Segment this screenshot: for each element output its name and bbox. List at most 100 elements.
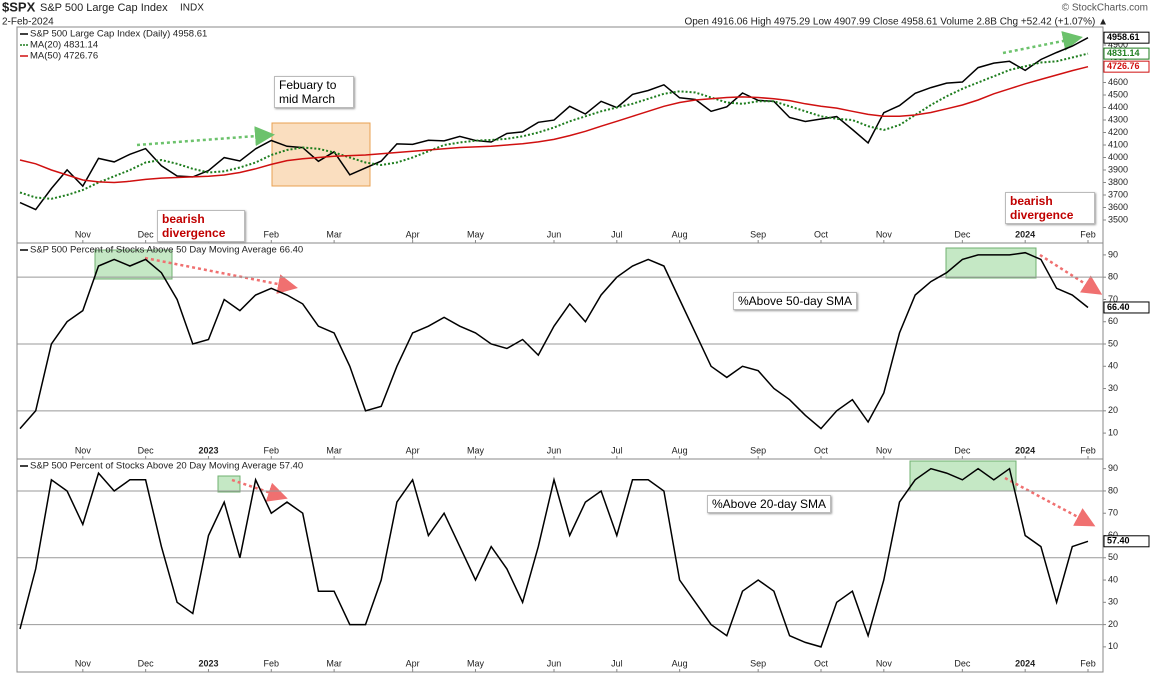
value-tag-label: 66.40: [1107, 302, 1130, 312]
legend-label: MA(50) 4726.76: [30, 51, 98, 62]
y-tick-label: 3500: [1108, 214, 1128, 224]
annotation: %Above 20-day SMA: [707, 495, 832, 513]
x-tick-label: Apr: [406, 229, 420, 239]
value-tag-label: 4958.61: [1107, 32, 1140, 42]
y-tick-label: 70: [1108, 294, 1118, 304]
value-tag-label: 4831.14: [1107, 48, 1140, 58]
series-line: [19, 65, 1089, 184]
arrow: [144, 256, 298, 294]
y-tick-label: 10: [1108, 641, 1118, 651]
y-tick-label: 4300: [1108, 114, 1128, 124]
x-tick-label: 2024: [1015, 658, 1035, 668]
x-tick-label: May: [467, 229, 485, 239]
x-tick-label: Jul: [611, 229, 623, 239]
quote: Open 4916.06 High 4975.29 Low 4907.99 Cl…: [684, 17, 1108, 28]
x-tick-label: Sep: [750, 445, 766, 455]
y-tick-label: 40: [1108, 361, 1118, 371]
arrow: [231, 478, 288, 502]
highlight: [271, 122, 371, 187]
arrow: [136, 126, 275, 147]
arrows: [136, 31, 1103, 527]
x-tick-label: Feb: [264, 229, 280, 239]
x-tick-label: Dec: [138, 658, 155, 668]
x-tick-label: Mar: [326, 229, 342, 239]
series-line: [19, 52, 1089, 200]
y-tick-label: 60: [1108, 316, 1118, 326]
y-tick-label: 30: [1108, 597, 1118, 607]
y-tick-label: 4600: [1108, 77, 1128, 87]
x-tick-label: Nov: [75, 658, 92, 668]
annotation: bearish divergence: [157, 210, 245, 242]
x-tick-label: Jul: [611, 658, 623, 668]
x-tick-label: Nov: [876, 229, 893, 239]
y-tick-label: 80: [1108, 485, 1118, 495]
x-tick-label: 2023: [198, 445, 218, 455]
x-tick-label: Oct: [814, 445, 829, 455]
y-tick-label: 80: [1108, 272, 1118, 282]
y-tick-label: 90: [1108, 249, 1118, 259]
annotation: bearish divergence: [1005, 192, 1095, 224]
x-tick-label: Aug: [672, 445, 688, 455]
x-tick-label: Feb: [264, 445, 280, 455]
x-tick-label: Mar: [326, 658, 342, 668]
x-tick-label: Feb: [264, 658, 280, 668]
y-tick-label: 10: [1108, 427, 1118, 437]
legend-label: MA(20) 4831.14: [30, 40, 98, 51]
y-tick-label: 30: [1108, 383, 1118, 393]
legend-label: S&P 500 Percent of Stocks Above 50 Day M…: [30, 245, 303, 256]
highlight: [217, 475, 241, 493]
y-tick-label: 20: [1108, 619, 1118, 629]
x-tick-label: Nov: [876, 445, 893, 455]
value-tag: [1103, 31, 1150, 44]
x-tick-label: Dec: [138, 229, 155, 239]
x-tick-label: Dec: [954, 229, 971, 239]
value-tag: [1103, 60, 1150, 73]
x-tick-label: Oct: [814, 658, 829, 668]
x-tick-label: Nov: [75, 445, 92, 455]
x-tick-label: Jul: [611, 445, 623, 455]
date: 2-Feb-2024: [2, 17, 54, 28]
x-tick-label: Feb: [1080, 229, 1096, 239]
x-tick-label: Aug: [672, 229, 688, 239]
series-line: [19, 37, 1089, 211]
y-tick-label: 4100: [1108, 139, 1128, 149]
y-tick-label: 50: [1108, 552, 1118, 562]
x-tick-label: Jun: [547, 229, 562, 239]
x-tick-label: Dec: [954, 658, 971, 668]
annotation: %Above 50-day SMA: [733, 292, 858, 310]
x-tick-label: Dec: [138, 445, 155, 455]
exchange: INDX: [180, 3, 204, 14]
arrow: [1004, 476, 1096, 527]
instrument: S&P 500 Large Cap Index: [40, 2, 168, 14]
x-tick-label: Apr: [406, 445, 420, 455]
x-tick-label: Mar: [326, 445, 342, 455]
series-line: [19, 251, 1089, 430]
y-tick-label: 3700: [1108, 189, 1128, 199]
x-tick-label: Jun: [547, 658, 562, 668]
y-tick-label: 20: [1108, 405, 1118, 415]
x-tick-label: Nov: [876, 658, 893, 668]
y-tick-label: 40: [1108, 574, 1118, 584]
x-tick-label: 2024: [1015, 229, 1035, 239]
panel-frame: [16, 242, 1104, 460]
x-tick-label: Apr: [406, 658, 420, 668]
y-tick-label: 50: [1108, 338, 1118, 348]
value-tag-label: 57.40: [1107, 536, 1130, 546]
y-tick-label: 4900: [1108, 39, 1128, 49]
x-tick-label: Aug: [672, 658, 688, 668]
value-tag: [1103, 301, 1150, 314]
x-tick-label: Jun: [547, 445, 562, 455]
value-tag: [1103, 47, 1150, 60]
x-tick-label: 2023: [198, 658, 218, 668]
x-tick-label: Dec: [954, 445, 971, 455]
y-tick-label: 60: [1108, 530, 1118, 540]
x-tick-label: Sep: [750, 658, 766, 668]
symbol: $SPX: [2, 0, 36, 14]
y-tick-label: 4200: [1108, 127, 1128, 137]
credit: © StockCharts.com: [1062, 3, 1148, 14]
x-tick-label: Nov: [75, 229, 92, 239]
panel-frame: [16, 458, 1104, 673]
x-tick-label: Feb: [1080, 658, 1096, 668]
